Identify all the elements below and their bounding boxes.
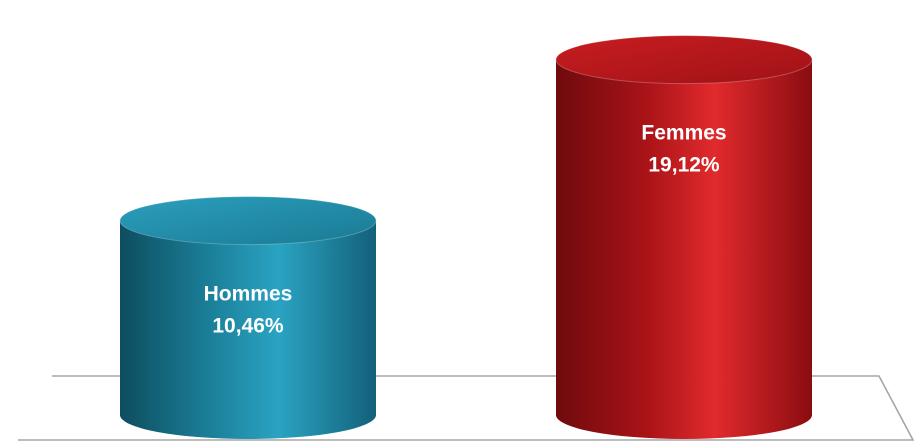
- bar-femmes: Femmes 19,12%: [555, 35, 813, 440]
- data-label: 10,46%: [212, 315, 284, 338]
- bar-body: [556, 59, 812, 440]
- category-label: Hommes: [204, 283, 293, 306]
- floor-plane: [18, 375, 915, 441]
- bar-top: [119, 196, 377, 246]
- data-label: 19,12%: [648, 154, 720, 177]
- category-label: Femmes: [641, 122, 726, 145]
- bar-top: [555, 35, 813, 85]
- bar-hommes: Hommes 10,46%: [119, 196, 377, 439]
- bar-body: [120, 220, 376, 439]
- bars-group: Hommes 10,46% Femmes 19,12%: [119, 35, 813, 440]
